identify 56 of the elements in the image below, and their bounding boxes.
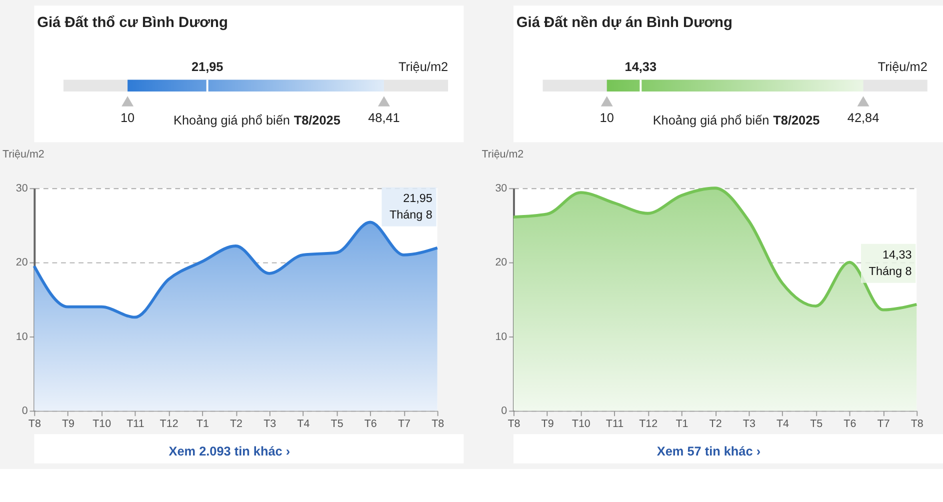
y-tick-label: 0 bbox=[22, 405, 28, 418]
x-tick-label: T11 bbox=[126, 418, 144, 430]
x-tick-label: T3 bbox=[742, 418, 756, 430]
x-tick-label: T12 bbox=[160, 418, 178, 430]
x-tick-label: T8 bbox=[28, 418, 41, 430]
text: 10 bbox=[600, 110, 614, 125]
x-tick-label: T1 bbox=[676, 418, 688, 430]
text: Triệu/m2 bbox=[398, 60, 448, 74]
x-tick-label: T2 bbox=[230, 418, 243, 430]
y-tick-label: 30 bbox=[16, 182, 28, 195]
x-tick-label: T9 bbox=[541, 418, 554, 430]
text: Triệu/m2 bbox=[878, 60, 928, 74]
x-tick-label: T7 bbox=[398, 418, 411, 430]
text: 14,33 bbox=[624, 60, 657, 74]
x-tick-label: T2 bbox=[709, 418, 722, 430]
x-tick-label: T4 bbox=[297, 418, 310, 430]
y-axis-title: Triệu/m2 bbox=[2, 148, 44, 160]
x-tick-label: T5 bbox=[330, 418, 344, 430]
annotation: 14,33 bbox=[882, 248, 912, 262]
chart-title: Giá Đất nền dự án Bình Dương bbox=[516, 15, 732, 32]
x-tick-label: T7 bbox=[877, 418, 890, 430]
y-tick-label: 10 bbox=[16, 330, 28, 343]
text: 42,84 bbox=[847, 110, 880, 125]
text: 48,41 bbox=[368, 110, 400, 125]
x-tick-label: T10 bbox=[572, 418, 590, 430]
text: Khoảng giá phổ biến bbox=[652, 114, 770, 128]
y-tick-label: 20 bbox=[495, 256, 508, 269]
x-tick-label: T8 bbox=[910, 418, 924, 430]
text: Xem 2.093 tin khác › bbox=[168, 444, 290, 459]
x-tick-label: T4 bbox=[776, 418, 790, 430]
x-tick-label: T8 bbox=[432, 418, 444, 430]
x-tick-label: T8 bbox=[508, 418, 520, 430]
annotation: Tháng 8 bbox=[868, 265, 912, 278]
x-tick-label: T1 bbox=[196, 418, 209, 430]
text: T8/2025 bbox=[773, 114, 820, 128]
x-tick-label: T6 bbox=[844, 418, 856, 430]
x-tick-label: T9 bbox=[62, 418, 75, 430]
x-tick-label: T5 bbox=[810, 418, 823, 430]
y-tick-label: 0 bbox=[501, 405, 508, 418]
y-tick-label: 10 bbox=[495, 330, 508, 343]
text: Khoảng giá phổ biến bbox=[174, 114, 290, 128]
annotation: Tháng 8 bbox=[390, 208, 432, 222]
x-tick-label: T6 bbox=[364, 418, 377, 430]
text: Xem 57 tin khác › bbox=[656, 444, 761, 459]
text: 10 bbox=[120, 110, 135, 125]
y-tick-label: 20 bbox=[16, 256, 28, 269]
chart-title: Giá Đất thổ cư Bình Dương bbox=[37, 15, 228, 32]
x-tick-label: T12 bbox=[639, 418, 658, 430]
y-tick-label: 30 bbox=[495, 182, 508, 195]
annotation: 21,95 bbox=[403, 192, 433, 205]
x-tick-label: T11 bbox=[606, 418, 624, 430]
x-tick-label: T3 bbox=[264, 418, 276, 430]
x-tick-label: T10 bbox=[92, 418, 112, 430]
text: T8/2025 bbox=[294, 114, 340, 128]
text: 21,95 bbox=[191, 60, 224, 74]
y-axis-title: Triệu/m2 bbox=[482, 148, 524, 160]
